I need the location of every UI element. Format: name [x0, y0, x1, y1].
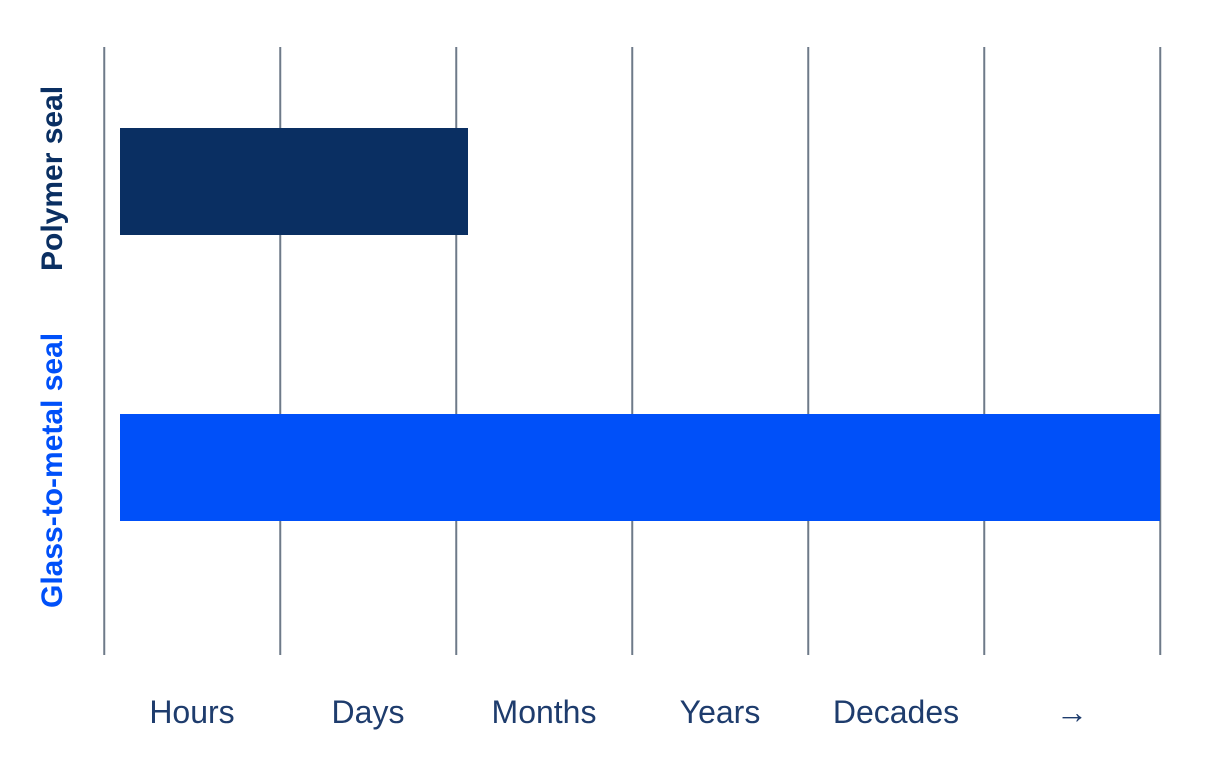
gridline: [103, 47, 105, 655]
plot-area: [103, 47, 1161, 655]
x-tick-label: Hours: [149, 694, 235, 730]
gridline: [983, 47, 985, 655]
gridlines: [103, 47, 1161, 655]
gridline: [455, 47, 457, 655]
y-axis-label-glass-to-metal-seal: Glass-to-metal seal: [36, 332, 69, 608]
gridline: [631, 47, 633, 655]
x-tick-label: Years: [679, 694, 761, 730]
x-axis-tick-labels: Hours Days Months Years Decades →: [104, 655, 1160, 770]
x-tick-label: Months: [491, 694, 597, 730]
gridline: [807, 47, 809, 655]
x-tick-label: Decades: [832, 694, 960, 730]
gridline: [279, 47, 281, 655]
y-axis-label-polymer-seal: Polymer seal: [36, 85, 69, 271]
bar-glass-to-metal-seal: [119, 414, 1160, 522]
bar-polymer-seal: [119, 127, 469, 235]
x-tick-arrow-icon: →: [1056, 694, 1088, 730]
gridline: [1159, 47, 1161, 655]
x-tick-label: Days: [331, 694, 405, 730]
